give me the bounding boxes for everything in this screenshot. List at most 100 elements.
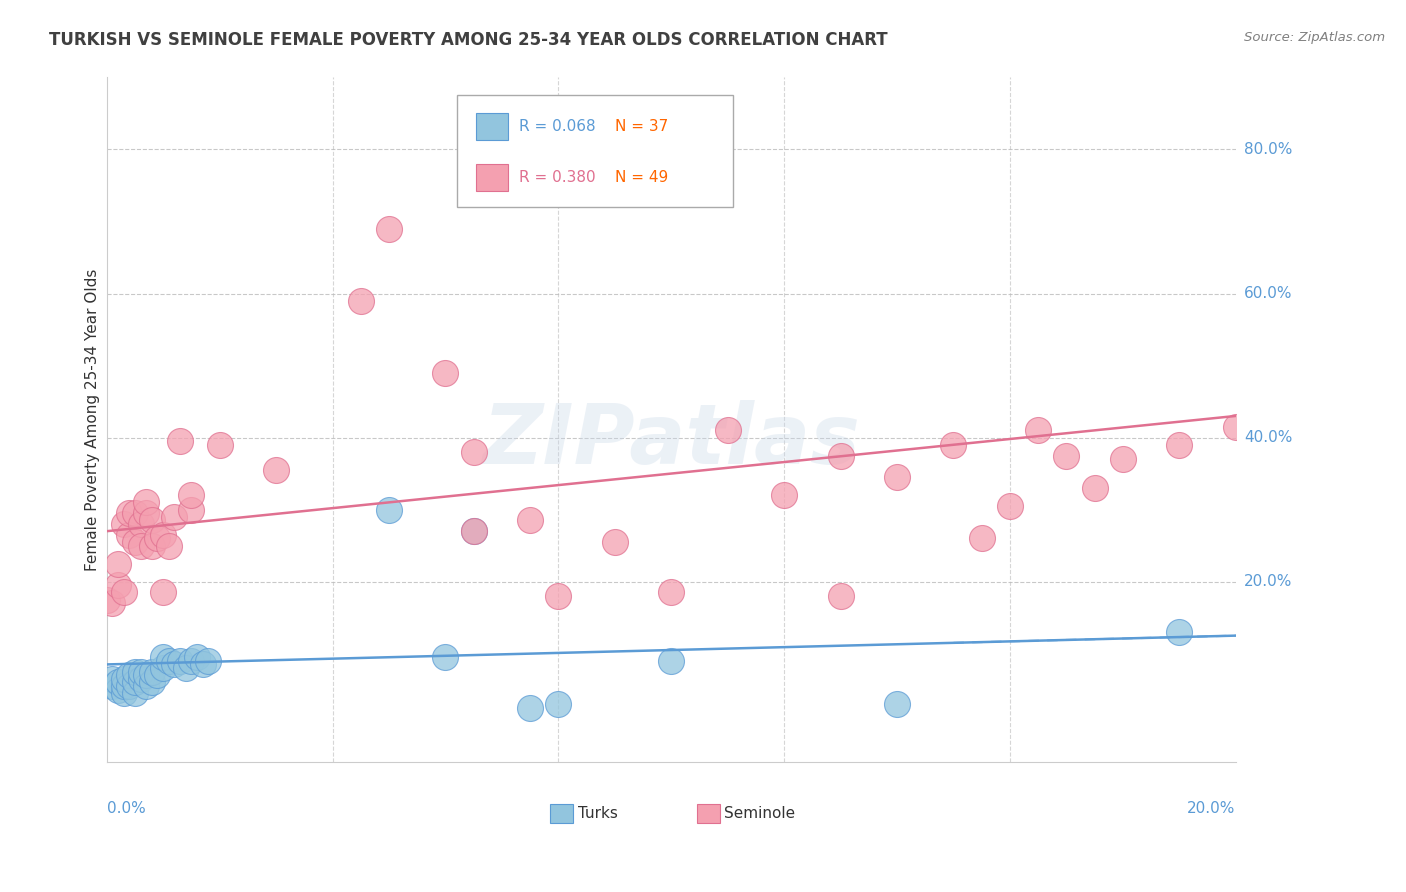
Point — [174, 661, 197, 675]
Point — [101, 672, 124, 686]
Point — [96, 592, 118, 607]
Point — [547, 589, 569, 603]
Point — [157, 654, 180, 668]
Point — [163, 509, 186, 524]
Point — [970, 532, 993, 546]
Text: Seminole: Seminole — [724, 806, 796, 822]
Point — [208, 438, 231, 452]
Point — [146, 668, 169, 682]
Point — [112, 672, 135, 686]
Point — [152, 585, 174, 599]
Point — [191, 657, 214, 672]
Point — [830, 449, 852, 463]
Point — [141, 513, 163, 527]
Point — [1026, 423, 1049, 437]
Point — [547, 697, 569, 711]
Point — [773, 488, 796, 502]
Point — [118, 528, 141, 542]
Point — [830, 589, 852, 603]
Point — [118, 668, 141, 682]
Text: R = 0.380: R = 0.380 — [519, 170, 595, 186]
Point — [152, 650, 174, 665]
Point — [112, 686, 135, 700]
Point — [463, 445, 485, 459]
Point — [107, 675, 129, 690]
Point — [1168, 438, 1191, 452]
Point — [434, 650, 457, 665]
Point — [135, 679, 157, 693]
Point — [180, 654, 202, 668]
FancyBboxPatch shape — [475, 113, 508, 140]
Point — [1084, 481, 1107, 495]
Point — [717, 423, 740, 437]
Point — [378, 221, 401, 235]
Point — [112, 585, 135, 599]
Text: 0.0%: 0.0% — [107, 800, 145, 815]
Text: ZIPatlas: ZIPatlas — [482, 400, 860, 481]
Point — [129, 672, 152, 686]
Point — [124, 506, 146, 520]
Text: 80.0%: 80.0% — [1244, 142, 1292, 157]
Point — [135, 495, 157, 509]
FancyBboxPatch shape — [697, 804, 720, 823]
Point — [112, 516, 135, 531]
Point — [659, 585, 682, 599]
Point — [434, 366, 457, 380]
Point — [135, 668, 157, 682]
Point — [350, 293, 373, 308]
Point — [107, 682, 129, 697]
Point — [141, 665, 163, 679]
Text: Turks: Turks — [578, 806, 617, 822]
Point — [118, 679, 141, 693]
Point — [942, 438, 965, 452]
Point — [129, 665, 152, 679]
Text: 20.0%: 20.0% — [1244, 574, 1292, 589]
Point — [264, 463, 287, 477]
Text: 60.0%: 60.0% — [1244, 286, 1292, 301]
Point — [180, 502, 202, 516]
Text: R = 0.068: R = 0.068 — [519, 120, 595, 134]
Point — [1168, 625, 1191, 640]
Point — [197, 654, 219, 668]
Point — [1054, 449, 1077, 463]
Point — [146, 532, 169, 546]
FancyBboxPatch shape — [457, 95, 734, 208]
Point — [1112, 452, 1135, 467]
Point — [659, 654, 682, 668]
FancyBboxPatch shape — [475, 164, 508, 191]
Point — [603, 535, 626, 549]
Point — [124, 686, 146, 700]
FancyBboxPatch shape — [550, 804, 574, 823]
Text: 20.0%: 20.0% — [1188, 800, 1236, 815]
Point — [107, 578, 129, 592]
Point — [463, 524, 485, 539]
Point — [124, 535, 146, 549]
Point — [152, 661, 174, 675]
Point — [107, 557, 129, 571]
Point — [129, 539, 152, 553]
Point — [186, 650, 208, 665]
Point — [129, 516, 152, 531]
Point — [124, 665, 146, 679]
Point — [124, 675, 146, 690]
Point — [169, 654, 191, 668]
Point — [169, 434, 191, 449]
Y-axis label: Female Poverty Among 25-34 Year Olds: Female Poverty Among 25-34 Year Olds — [86, 268, 100, 571]
Text: N = 37: N = 37 — [614, 120, 668, 134]
Point — [463, 524, 485, 539]
Point — [180, 488, 202, 502]
Point — [112, 679, 135, 693]
Point — [998, 499, 1021, 513]
Point — [519, 513, 541, 527]
Point — [378, 502, 401, 516]
Point — [519, 700, 541, 714]
Point — [141, 539, 163, 553]
Point — [1225, 419, 1247, 434]
Point — [101, 596, 124, 610]
Point — [157, 539, 180, 553]
Point — [886, 697, 908, 711]
Point — [118, 506, 141, 520]
Text: Source: ZipAtlas.com: Source: ZipAtlas.com — [1244, 31, 1385, 45]
Point — [101, 679, 124, 693]
Point — [152, 528, 174, 542]
